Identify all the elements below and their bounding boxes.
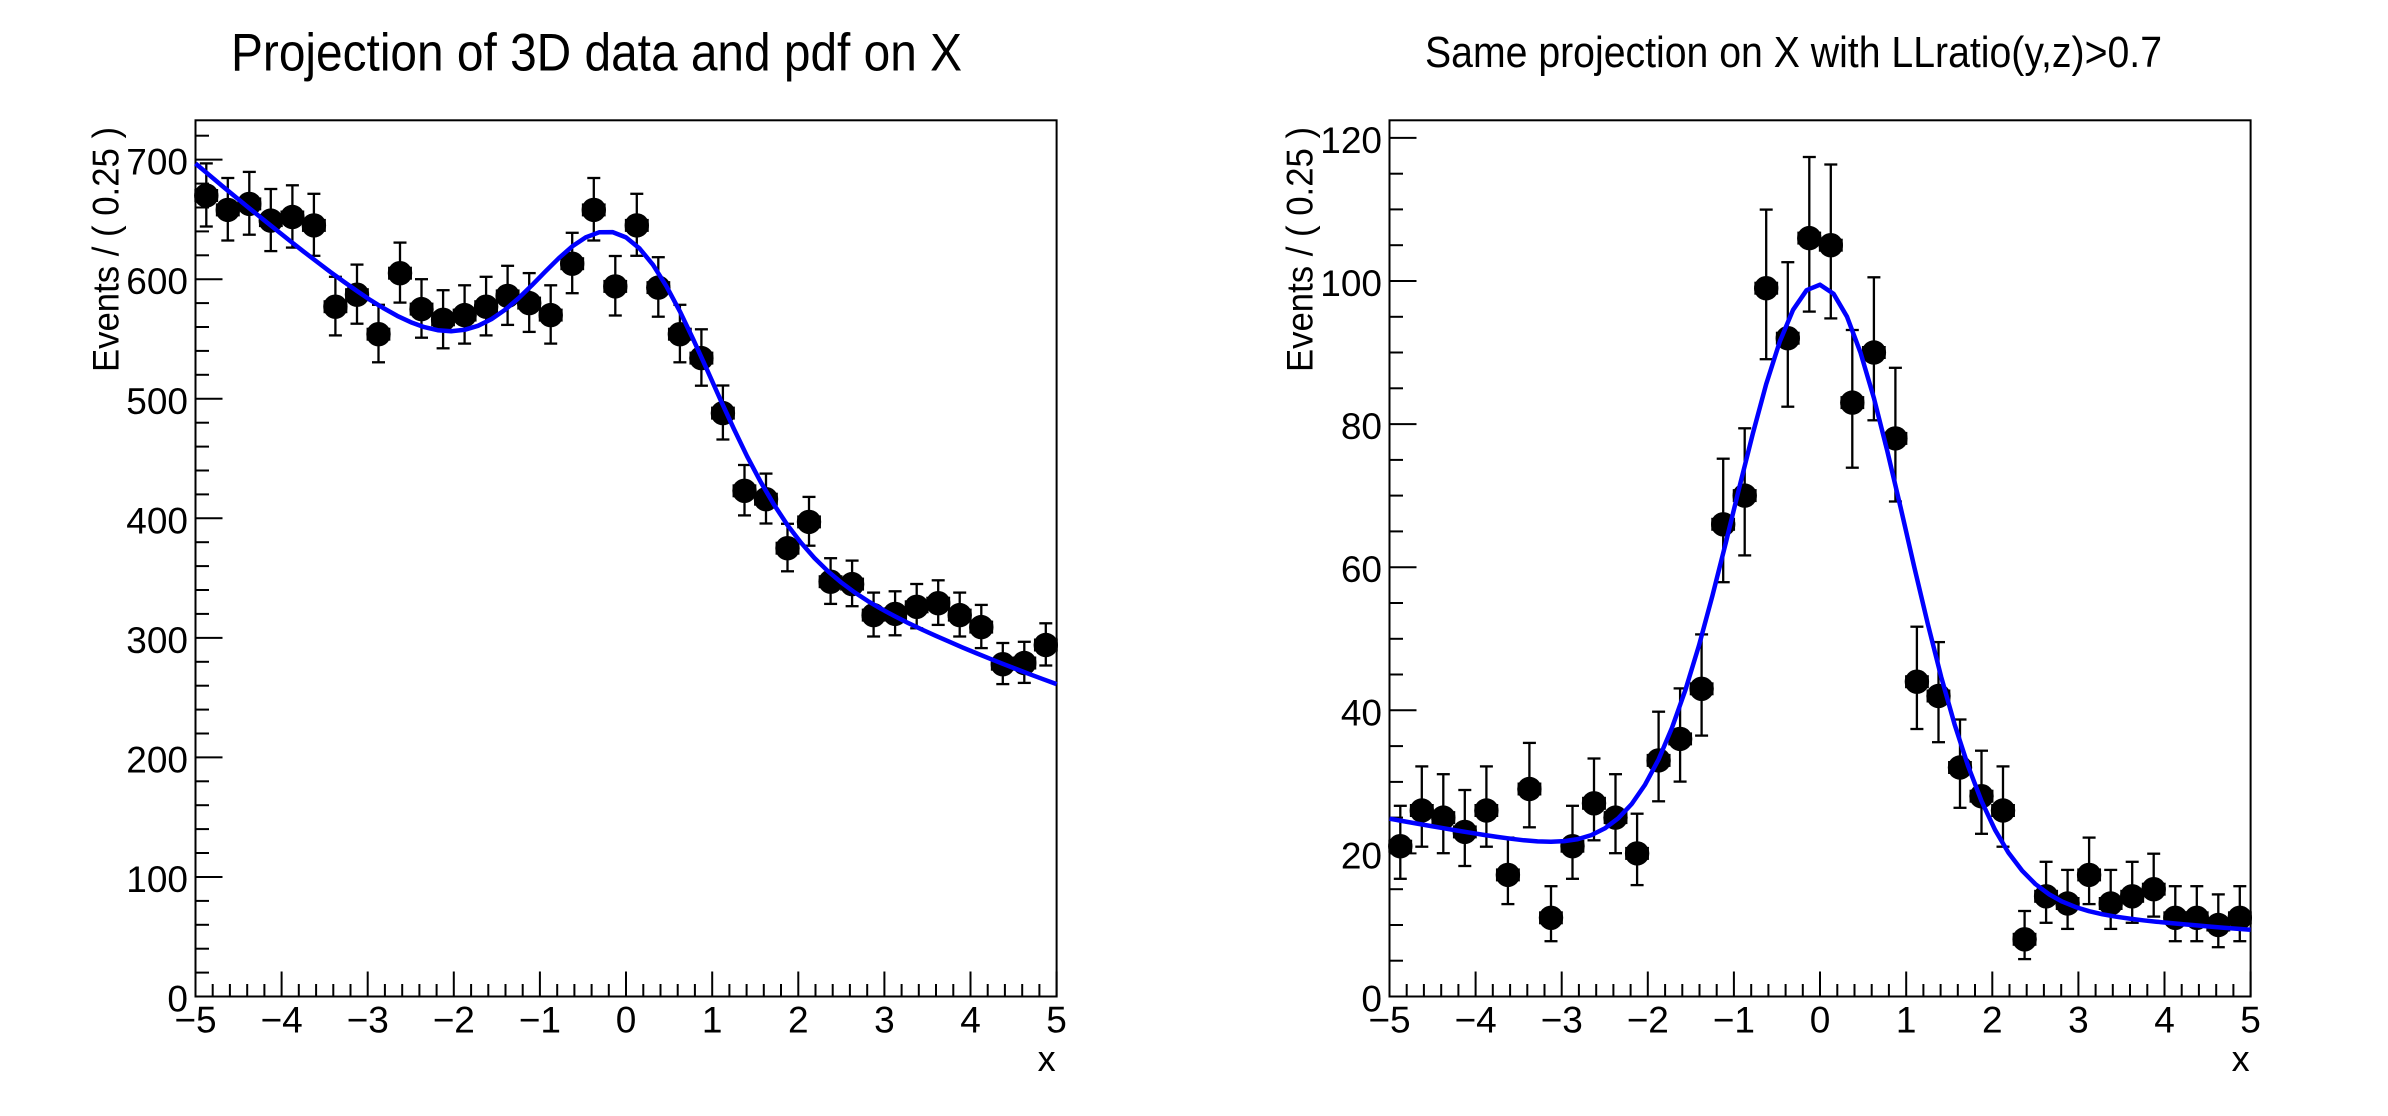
- svg-text:40: 40: [1341, 692, 1382, 733]
- svg-text:−1: −1: [519, 1000, 561, 1041]
- svg-text:−3: −3: [1541, 1000, 1583, 1041]
- svg-text:80: 80: [1341, 406, 1382, 447]
- svg-text:500: 500: [126, 381, 188, 422]
- svg-text:−5: −5: [174, 1000, 216, 1041]
- svg-text:2: 2: [788, 1000, 809, 1041]
- svg-text:0: 0: [1361, 979, 1382, 1020]
- svg-text:Projection of 3D data and pdf: Projection of 3D data and pdf on X: [231, 24, 962, 83]
- svg-text:4: 4: [960, 1000, 981, 1041]
- svg-text:2: 2: [1982, 1000, 2003, 1041]
- svg-text:3: 3: [2068, 1000, 2089, 1041]
- svg-text:−4: −4: [261, 1000, 303, 1041]
- svg-text:120: 120: [1320, 120, 1382, 161]
- svg-text:−2: −2: [1627, 1000, 1669, 1041]
- svg-text:1: 1: [1896, 1000, 1917, 1041]
- svg-text:−2: −2: [433, 1000, 475, 1041]
- svg-text:Events / ( 0.25 ): Events / ( 0.25 ): [86, 127, 127, 372]
- svg-text:−1: −1: [1713, 1000, 1755, 1041]
- svg-text:−3: −3: [347, 1000, 389, 1041]
- svg-text:x: x: [1038, 1038, 1056, 1079]
- svg-text:20: 20: [1341, 835, 1382, 876]
- svg-text:60: 60: [1341, 549, 1382, 590]
- svg-text:−5: −5: [1368, 1000, 1410, 1041]
- svg-text:5: 5: [2240, 1000, 2261, 1041]
- svg-text:Events / ( 0.25 ): Events / ( 0.25 ): [1280, 127, 1321, 372]
- svg-text:x: x: [2232, 1038, 2250, 1079]
- svg-text:300: 300: [126, 620, 188, 661]
- svg-text:−4: −4: [1455, 1000, 1497, 1041]
- svg-text:100: 100: [1320, 263, 1382, 304]
- svg-text:400: 400: [126, 500, 188, 541]
- svg-text:4: 4: [2154, 1000, 2175, 1041]
- svg-text:Same projection on X with LLra: Same projection on X with LLratio(y,z)>0…: [1425, 28, 2162, 77]
- svg-text:100: 100: [126, 859, 188, 900]
- svg-text:1: 1: [702, 1000, 723, 1041]
- svg-text:0: 0: [616, 1000, 637, 1041]
- svg-text:700: 700: [126, 142, 188, 183]
- svg-text:200: 200: [126, 739, 188, 780]
- svg-text:0: 0: [1810, 1000, 1831, 1041]
- svg-text:5: 5: [1046, 1000, 1067, 1041]
- svg-text:0: 0: [167, 979, 188, 1020]
- svg-text:600: 600: [126, 261, 188, 302]
- svg-text:3: 3: [874, 1000, 895, 1041]
